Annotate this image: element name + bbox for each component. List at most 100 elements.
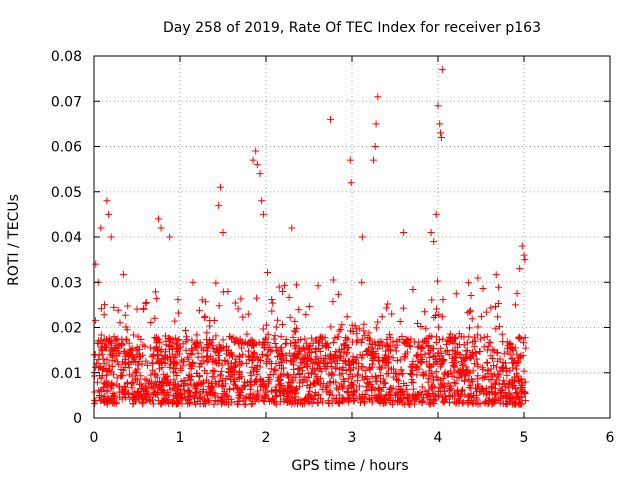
data-point — [322, 365, 330, 373]
x-tick-label: 5 — [520, 430, 529, 446]
data-point — [465, 375, 473, 383]
data-point — [261, 335, 269, 343]
data-point — [262, 360, 270, 368]
data-point — [500, 350, 508, 358]
data-point — [432, 210, 440, 218]
data-point — [165, 337, 173, 345]
data-point — [205, 340, 213, 348]
data-point — [353, 386, 361, 394]
data-point — [155, 335, 163, 343]
data-point — [131, 396, 139, 404]
data-point — [503, 400, 511, 408]
data-point — [98, 385, 106, 393]
data-point — [121, 311, 129, 319]
data-point — [459, 386, 467, 394]
data-point — [340, 341, 348, 349]
data-point — [158, 345, 166, 353]
data-point — [464, 279, 472, 287]
data-point — [132, 367, 140, 375]
data-point — [447, 385, 455, 393]
data-point — [450, 378, 458, 386]
data-point — [287, 383, 295, 391]
data-point — [389, 338, 397, 346]
data-point — [458, 373, 466, 381]
data-point — [136, 372, 144, 380]
data-point — [437, 129, 445, 137]
data-point — [354, 336, 362, 344]
data-point — [382, 347, 390, 355]
data-point — [322, 384, 330, 392]
data-point — [142, 357, 150, 365]
data-point — [399, 304, 407, 312]
data-point — [161, 332, 169, 340]
data-point — [197, 381, 205, 389]
data-point — [268, 394, 276, 402]
data-point — [92, 260, 100, 268]
data-point — [358, 335, 366, 343]
y-tick-label: 0.01 — [51, 366, 82, 382]
data-point — [411, 362, 419, 370]
data-point — [173, 345, 181, 353]
data-point — [290, 361, 298, 369]
data-point — [203, 329, 211, 337]
data-point — [187, 365, 195, 373]
data-point — [249, 156, 257, 164]
data-point — [294, 349, 302, 357]
data-point — [379, 356, 387, 364]
data-point — [322, 352, 330, 360]
data-point — [446, 399, 453, 407]
data-point — [295, 365, 303, 373]
data-point — [411, 400, 419, 408]
data-point — [209, 335, 217, 343]
data-point — [126, 346, 134, 354]
data-point — [462, 363, 470, 371]
data-point — [238, 344, 246, 352]
data-point — [370, 156, 377, 164]
data-point — [346, 327, 354, 335]
data-point — [197, 393, 205, 401]
data-point — [193, 331, 201, 339]
data-point — [221, 356, 229, 364]
data-point — [426, 354, 434, 362]
y-tick-labels: 0 0.01 0.02 0.03 0.04 0.05 0.06 0.07 0.08 — [51, 49, 82, 427]
data-point — [181, 327, 189, 335]
data-point — [272, 366, 280, 374]
data-point — [374, 93, 382, 101]
data-point — [209, 368, 217, 376]
data-point — [461, 377, 469, 385]
data-point — [305, 374, 313, 382]
data-point — [430, 383, 438, 391]
data-point — [350, 381, 358, 389]
data-point — [376, 342, 384, 350]
data-point — [483, 308, 491, 316]
data-point — [151, 314, 159, 322]
data-point — [511, 301, 519, 309]
y-tick-label: 0.07 — [51, 94, 82, 110]
data-point — [172, 352, 180, 360]
data-point — [469, 338, 477, 346]
data-point — [399, 370, 407, 378]
data-point — [448, 372, 456, 380]
data-point — [520, 367, 528, 375]
data-point — [142, 300, 150, 308]
data-point — [167, 343, 175, 351]
data-point — [450, 369, 458, 377]
data-point — [151, 370, 159, 378]
data-point — [409, 385, 417, 393]
data-point — [495, 373, 503, 381]
data-point — [276, 345, 284, 353]
data-point — [280, 388, 288, 396]
data-point — [479, 374, 487, 382]
data-point — [169, 384, 177, 392]
data-point — [479, 366, 487, 374]
data-point — [299, 376, 307, 384]
data-point — [142, 396, 150, 404]
data-point — [383, 370, 391, 378]
data-point — [374, 318, 382, 326]
data-point — [403, 386, 411, 394]
data-point — [333, 384, 341, 392]
data-point — [276, 387, 284, 395]
data-point — [326, 390, 334, 398]
data-point — [496, 322, 504, 330]
data-point — [413, 390, 421, 398]
